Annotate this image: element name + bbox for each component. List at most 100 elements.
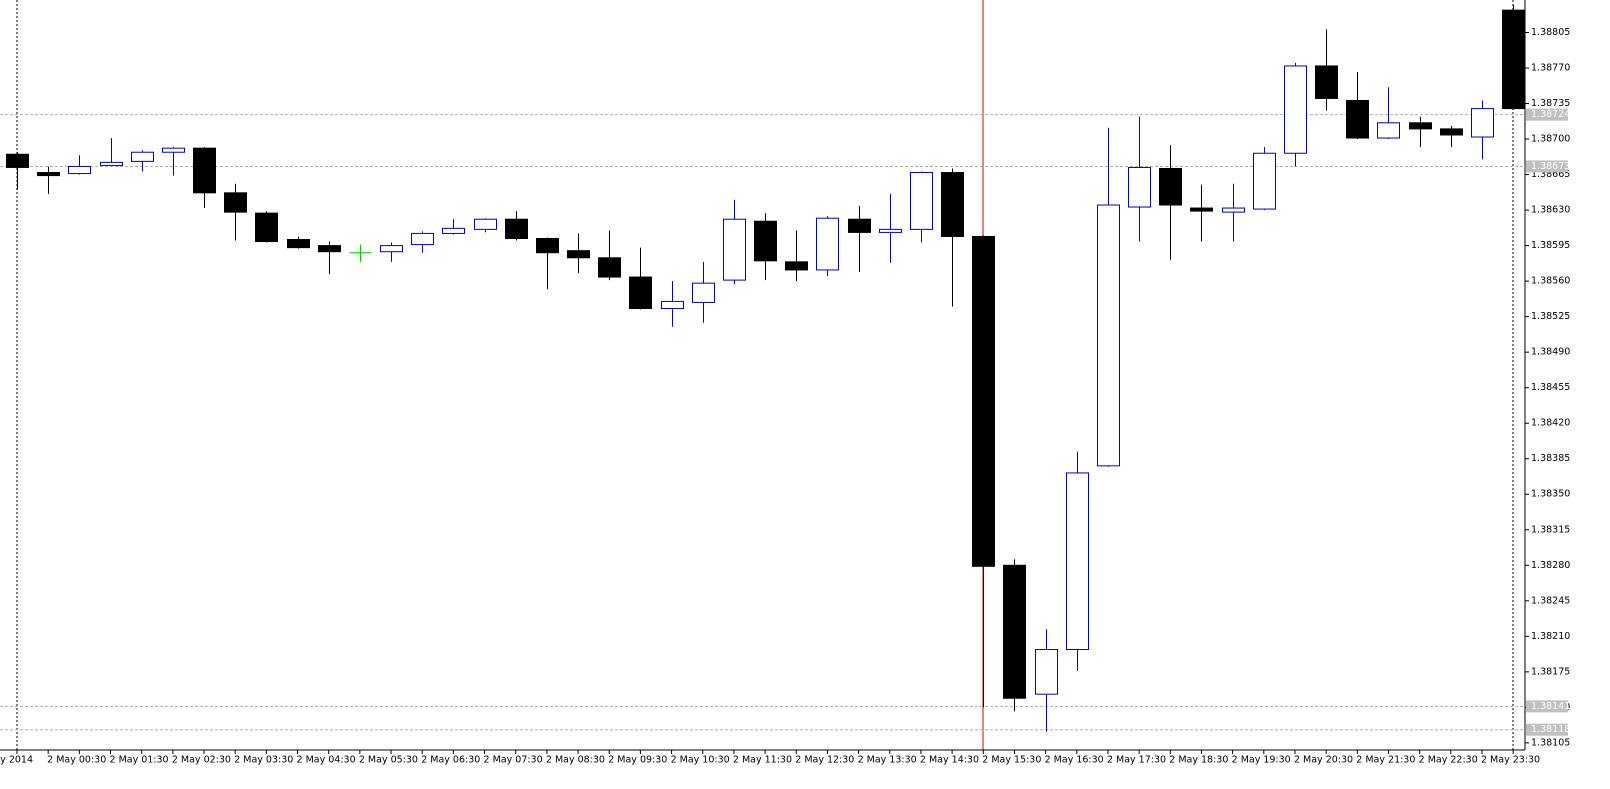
- candle-body: [193, 147, 216, 194]
- candle-body: [1315, 65, 1338, 99]
- candle-body: [1377, 122, 1400, 139]
- x-tick-label: 2 May 01:30: [110, 755, 169, 766]
- candle-body: [68, 165, 91, 175]
- candle-body: [785, 261, 808, 271]
- x-tick-label: 2 May 00:30: [47, 755, 106, 766]
- y-tick-label: 1.38560: [1531, 276, 1570, 287]
- candle-body: [411, 232, 434, 246]
- x-tick-label: 2 May 07:30: [484, 755, 543, 766]
- x-tick-label: 2 May 09:30: [608, 755, 667, 766]
- level-label-bg: [1526, 160, 1568, 173]
- candle-body: [661, 300, 684, 310]
- candle-body: [505, 218, 528, 239]
- candle-body: [879, 228, 902, 233]
- y-tick-label: 1.38245: [1531, 595, 1570, 606]
- y-tick-label: 1.38630: [1531, 205, 1570, 216]
- level-label: 1.38141: [1531, 701, 1570, 712]
- candle-body: [1190, 207, 1213, 212]
- x-tick-label: 2 May 21:30: [1356, 755, 1415, 766]
- level-label: 1.38724: [1531, 109, 1570, 120]
- candle-body: [1471, 108, 1494, 138]
- candle-body: [723, 218, 746, 281]
- candle-body: [1253, 152, 1276, 210]
- x-tick-label: 2 May 18:30: [1169, 755, 1228, 766]
- x-tick-label: 2 May 12:30: [795, 755, 854, 766]
- candle-body: [816, 217, 839, 271]
- x-tick-label: 2 May 17:30: [1107, 755, 1166, 766]
- candle-body: [1222, 207, 1245, 213]
- level-label: 1.38118: [1531, 724, 1570, 735]
- candle-body: [380, 245, 403, 253]
- candle-body: [910, 172, 933, 230]
- y-tick-label: 1.38280: [1531, 560, 1570, 571]
- candle-body: [1284, 65, 1307, 154]
- y-tick-label: 1.38385: [1531, 453, 1570, 464]
- y-tick-label: 1.38595: [1531, 240, 1570, 251]
- x-tick-label: 2 May 04:30: [297, 755, 356, 766]
- candle-body: [1409, 122, 1432, 130]
- candle-body: [1035, 649, 1058, 695]
- y-tick-label: 1.38665: [1531, 169, 1570, 180]
- y-tick-label: 1.38735: [1531, 98, 1570, 109]
- level-label-bg: [1526, 700, 1568, 713]
- x-tick-label: 2 May 05:30: [359, 755, 418, 766]
- y-tick-label: 1.38175: [1531, 666, 1570, 677]
- y-tick-label: 1.38105: [1531, 737, 1570, 748]
- candle-body: [224, 192, 247, 213]
- candle-body: [598, 257, 621, 278]
- candle-body: [1003, 564, 1026, 699]
- candle-body: [1502, 9, 1525, 110]
- candle-body: [1066, 472, 1089, 651]
- candle-body: [536, 237, 559, 254]
- x-tick-label: 2 May 14:30: [920, 755, 979, 766]
- x-tick-label: 2 May 2014: [0, 755, 33, 766]
- level-label: 1.38673: [1531, 161, 1570, 172]
- candle-body: [629, 276, 652, 310]
- level-label-bg: [1526, 108, 1568, 121]
- candle-body: [1159, 167, 1182, 206]
- x-tick-label: 2 May 06:30: [421, 755, 480, 766]
- y-tick-label: 1.38525: [1531, 311, 1570, 322]
- y-tick-label: 1.38770: [1531, 62, 1570, 73]
- x-tick-label: 2 May 08:30: [546, 755, 605, 766]
- x-tick-label: 2 May 10:30: [671, 755, 730, 766]
- level-label-bg: [1526, 723, 1568, 736]
- candle-body: [131, 151, 154, 162]
- candle-body: [1346, 99, 1369, 139]
- candle-body: [1128, 166, 1151, 208]
- x-tick-label: 2 May 19:30: [1232, 755, 1291, 766]
- candle-body: [37, 172, 60, 177]
- candle-body: [162, 147, 185, 153]
- x-tick-label: 2 May 13:30: [858, 755, 917, 766]
- candle-body: [6, 153, 29, 168]
- candle-body: [442, 227, 465, 234]
- candle-body: [567, 250, 590, 259]
- candle-body: [287, 239, 310, 249]
- y-tick-label: 1.38350: [1531, 489, 1570, 500]
- candle-body: [1097, 204, 1120, 467]
- candle-body: [941, 172, 964, 237]
- y-tick-label: 1.38420: [1531, 418, 1570, 429]
- candle-body: [1440, 128, 1463, 136]
- x-tick-label: 2 May 02:30: [172, 755, 231, 766]
- y-tick-label: 1.38700: [1531, 134, 1570, 145]
- candle-body: [848, 218, 871, 233]
- candle-body: [255, 212, 278, 243]
- candle-body: [972, 235, 995, 567]
- x-tick-label: 2 May 20:30: [1294, 755, 1353, 766]
- y-tick-label: 1.38210: [1531, 631, 1570, 642]
- y-tick-label: 1.38315: [1531, 524, 1570, 535]
- x-tick-label: 2 May 03:30: [234, 755, 293, 766]
- x-tick-label: 2 May 11:30: [733, 755, 792, 766]
- y-tick-label: 1.38490: [1531, 347, 1570, 358]
- candle-body: [318, 245, 341, 253]
- candle-body: [754, 220, 777, 262]
- x-tick-label: 2 May 15:30: [982, 755, 1041, 766]
- x-tick-label: 2 May 22:30: [1419, 755, 1478, 766]
- candle-body: [692, 282, 715, 303]
- candle-body: [474, 218, 497, 230]
- candle-body: [100, 161, 123, 166]
